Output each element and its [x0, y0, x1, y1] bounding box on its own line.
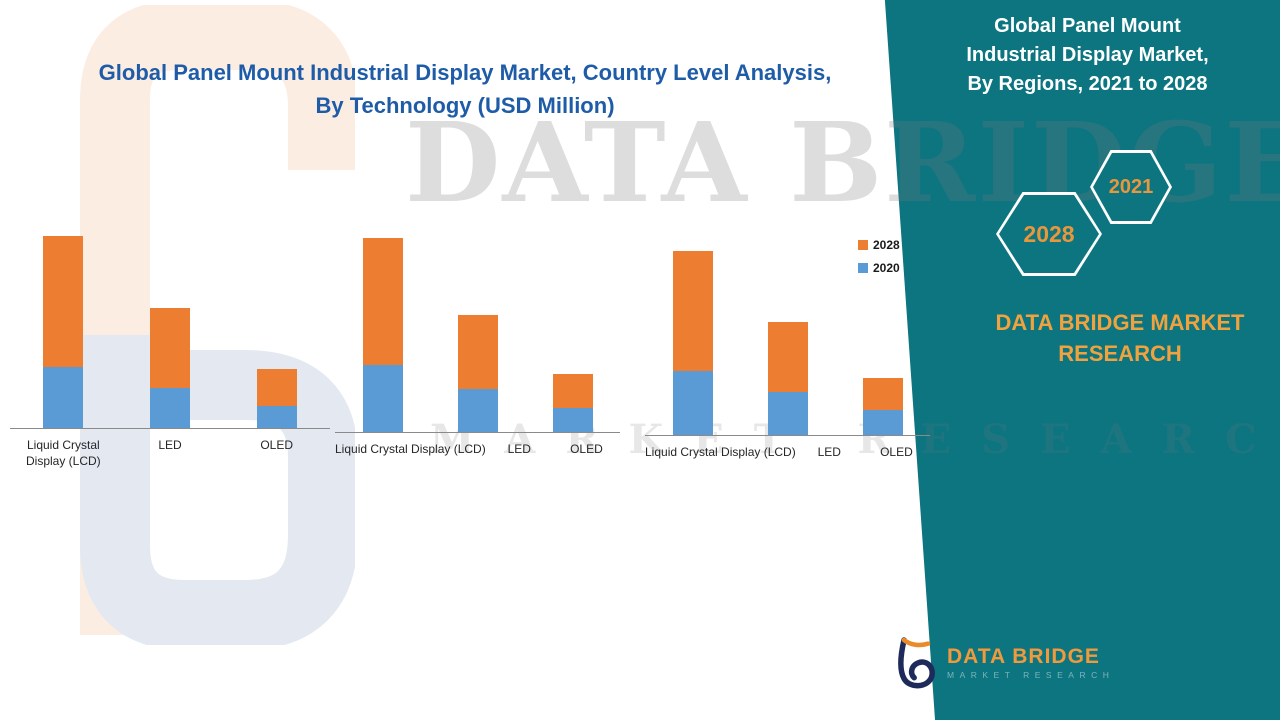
right-title-line2: Industrial Display Market, [966, 44, 1209, 66]
right-panel-title: Global Panel Mount Industrial Display Ma… [915, 12, 1260, 99]
plot-area [645, 235, 930, 436]
bar-segment-2020 [256, 406, 297, 428]
bar-segment-2028 [672, 251, 713, 371]
stacked-bar [767, 322, 808, 435]
bar-segment-2028 [552, 374, 593, 408]
bar-segment-2020 [552, 408, 593, 432]
category-label: Liquid Crystal Display (LCD) [10, 437, 117, 469]
bar-segment-2028 [150, 308, 190, 388]
bar-column [430, 315, 525, 432]
bar-segment-2020 [862, 410, 903, 435]
footer-logo-name: DATA BRIDGE [947, 645, 1100, 669]
legend-item-2020: 2020 [858, 261, 900, 275]
bar-column [740, 322, 835, 435]
right-teal-panel [884, 0, 1280, 720]
category-label-text: OLED [880, 445, 913, 459]
bar-segment-2020 [672, 371, 713, 435]
category-label: OLED [863, 444, 930, 460]
plot-area [10, 228, 330, 429]
category-label: LED [796, 444, 863, 460]
category-axis: Liquid Crystal Display (LCD) LED OLED [335, 441, 620, 457]
category-label: LED [117, 437, 224, 469]
footer-logo-text: DATA BRIDGE MARKET RESEARCH [947, 646, 1114, 680]
category-label: OLED [553, 441, 620, 457]
stacked-bar [672, 251, 713, 435]
plot-area [335, 232, 620, 433]
category-axis: Liquid Crystal Display (LCD) LED OLED [10, 437, 330, 469]
stacked-bar [150, 308, 190, 428]
chart-panel-2: Liquid Crystal Display (LCD) LED OLED [335, 232, 620, 457]
bar-segment-2020 [767, 392, 808, 435]
chart-panel-3: Liquid Crystal Display (LCD) LED OLED [645, 235, 930, 460]
hexagon-2021-label: 2021 [1093, 153, 1169, 221]
hexagon-2021: 2021 [1090, 150, 1172, 224]
category-label-text: LED [507, 442, 531, 456]
category-label: LED [486, 441, 553, 457]
category-label: Liquid Crystal Display (LCD) [335, 441, 486, 457]
chart-title-line2: By Technology (USD Million) [315, 93, 615, 118]
bar-column [335, 238, 430, 432]
chart-title-line1: Global Panel Mount Industrial Display Ma… [98, 60, 832, 85]
stacked-bar [362, 238, 403, 432]
category-label-text: Liquid Crystal Display (LCD) [25, 438, 101, 469]
bar-column [223, 369, 330, 428]
stacked-bar [552, 374, 593, 432]
bar-column [525, 374, 620, 432]
bar-segment-2020 [150, 388, 190, 428]
footer-logo-tagline: MARKET RESEARCH [947, 670, 1115, 681]
category-label-text: Liquid Crystal Display (LCD) [645, 445, 796, 459]
category-label-text: Liquid Crystal Display (LCD) [335, 442, 486, 456]
category-label: OLED [223, 437, 330, 469]
category-label-text: OLED [260, 438, 294, 452]
bar-column [835, 378, 930, 435]
stacked-bar [457, 315, 498, 432]
chart-panel-1: Liquid Crystal Display (LCD) LED OLED [10, 228, 330, 469]
brand-line2: RESEARCH [1058, 340, 1182, 366]
brand-line1: DATA BRIDGE MARKET [995, 310, 1245, 335]
right-title-line1: Global Panel Mount [994, 15, 1181, 37]
bar-segment-2028 [862, 378, 903, 410]
bar-segment-2028 [457, 315, 498, 389]
stacked-bar [862, 378, 903, 435]
legend-label: 2020 [873, 261, 900, 275]
legend-swatch-2020 [858, 263, 868, 273]
chart-legend: 2028 2020 [858, 238, 900, 284]
chart-title: Global Panel Mount Industrial Display Ma… [60, 56, 870, 122]
bar-segment-2020 [362, 365, 403, 432]
category-label-text: LED [817, 445, 841, 459]
bar-segment-2020 [43, 367, 84, 428]
bar-column [117, 308, 224, 428]
bar-segment-2028 [362, 238, 403, 365]
legend-swatch-2028 [858, 240, 868, 250]
bar-column [645, 251, 740, 435]
category-label-text: OLED [570, 442, 603, 456]
category-label: Liquid Crystal Display (LCD) [645, 444, 796, 460]
legend-label: 2028 [873, 238, 900, 252]
stacked-bar [43, 236, 84, 428]
legend-item-2028: 2028 [858, 238, 900, 252]
category-label-text: LED [158, 438, 182, 452]
right-title-line3: By Regions, 2021 to 2028 [967, 73, 1208, 95]
stacked-bar [256, 369, 297, 428]
brand-wordmark: DATA BRIDGE MARKET RESEARCH [970, 308, 1270, 370]
category-axis: Liquid Crystal Display (LCD) LED OLED [645, 444, 930, 460]
bar-segment-2028 [767, 322, 808, 392]
hexagon-2028-label: 2028 [999, 195, 1099, 273]
bar-segment-2028 [43, 236, 84, 367]
footer-logo: DATA BRIDGE MARKET RESEARCH [893, 634, 1114, 692]
bar-segment-2028 [256, 369, 297, 406]
bar-column [10, 236, 117, 428]
bar-segment-2020 [457, 389, 498, 432]
data-bridge-logo-icon [898, 637, 935, 689]
